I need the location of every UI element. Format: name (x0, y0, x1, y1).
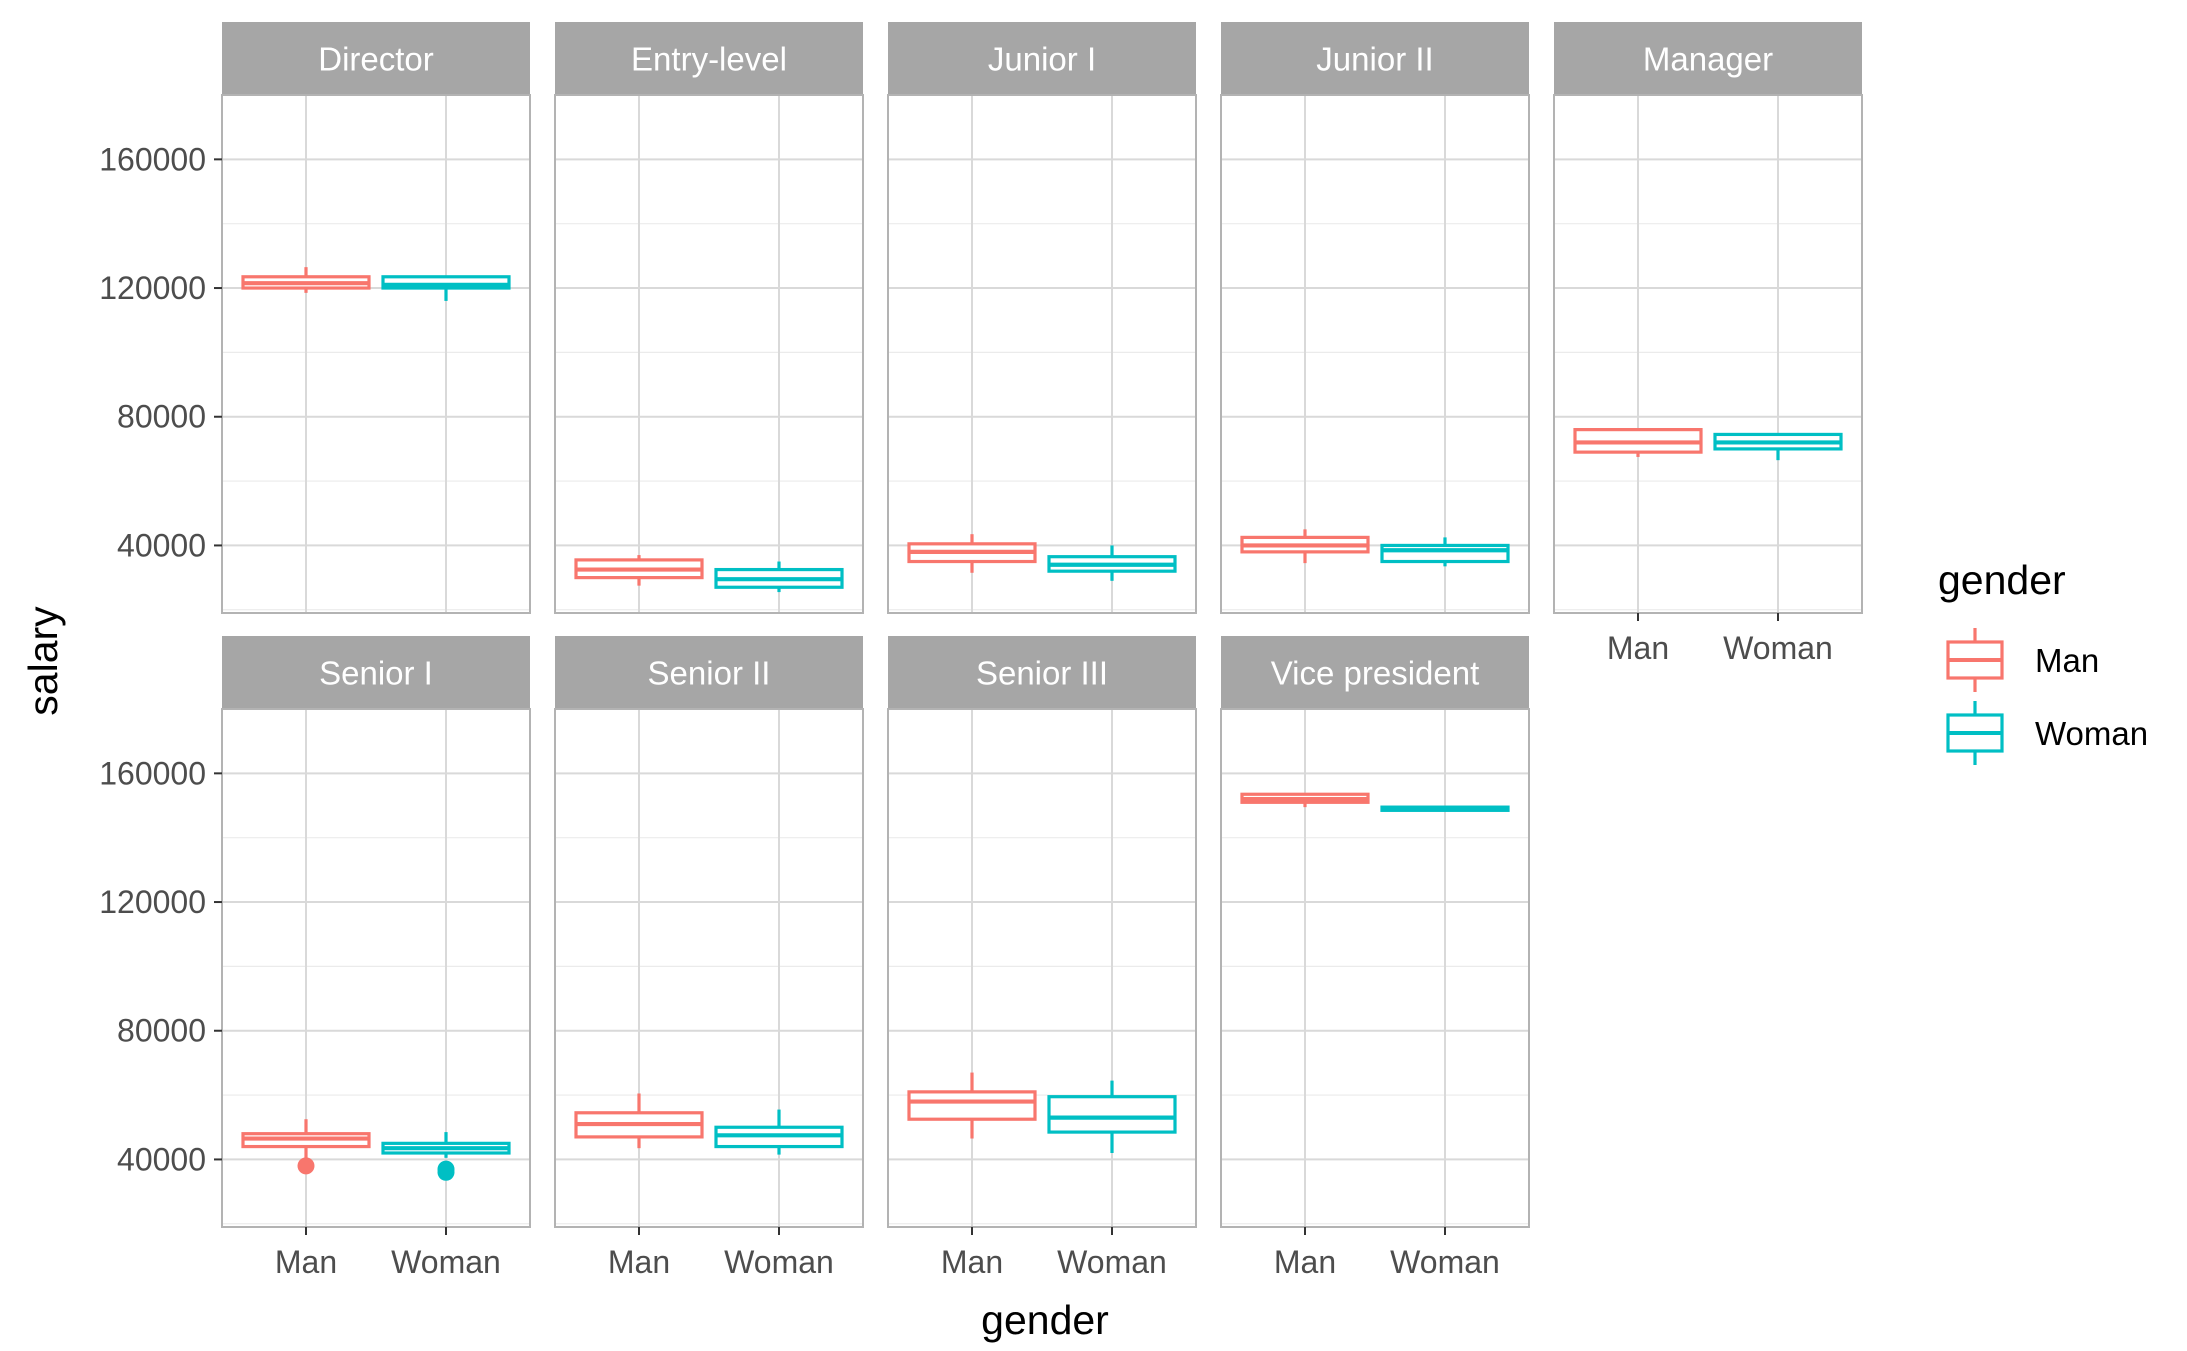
facet-strip (1221, 636, 1529, 709)
box-man (1240, 792, 1370, 808)
box-woman (1713, 432, 1843, 461)
x-tick-label: Man (941, 1244, 1003, 1280)
facet-strip-label: Vice president (1271, 655, 1480, 692)
y-tick-label: 120000 (99, 884, 206, 920)
panel-border (221, 94, 531, 614)
y-tick-label: 40000 (117, 1141, 206, 1177)
facet-strip (888, 636, 1196, 709)
facet-panel-senior-iii: Senior III Man Woman (887, 636, 1197, 1280)
facet-strip-label: Entry-level (631, 41, 787, 78)
facet-strip-label: Junior II (1316, 41, 1433, 78)
facet-strip (555, 636, 863, 709)
x-tick-label: Woman (1390, 1244, 1500, 1280)
box-woman (1380, 537, 1510, 567)
box-woman (381, 1132, 511, 1181)
panel-border (554, 94, 864, 614)
x-tick-label: Woman (391, 1244, 501, 1280)
box-woman (1380, 805, 1510, 812)
y-tick-label: 40000 (117, 527, 206, 563)
box-man (574, 1093, 704, 1149)
box-man (241, 267, 371, 293)
box-woman (714, 1109, 844, 1155)
facet-strip (1221, 22, 1529, 95)
y-tick-label: 160000 (99, 141, 206, 177)
box-woman (1047, 1080, 1177, 1153)
box-woman (381, 275, 511, 301)
facet-strip-label: Senior I (319, 655, 433, 692)
box-body (381, 275, 511, 290)
x-tick-label: Man (1607, 630, 1669, 666)
y-tick-label: 160000 (99, 755, 206, 791)
y-tick-label: 80000 (117, 399, 206, 435)
box-man (241, 1119, 371, 1175)
box-man (1240, 529, 1370, 564)
panel-border (221, 708, 531, 1228)
box-man (574, 555, 704, 586)
facet-strip-label: Senior III (976, 655, 1108, 692)
facet-panel-junior-i: Junior I (887, 22, 1197, 614)
x-tick-label: Man (275, 1244, 337, 1280)
facet-strip (1554, 22, 1862, 95)
facet-panel-vice-president: Vice president Man Woman (1220, 636, 1530, 1280)
y-tick-label: 80000 (117, 1013, 206, 1049)
facet-panel-senior-ii: Senior II Man Woman (554, 636, 864, 1280)
panel-border (1220, 94, 1530, 614)
facet-strip (888, 22, 1196, 95)
x-tick-label: Man (1274, 1244, 1336, 1280)
legend-title: gender (1938, 557, 2066, 603)
x-tick-label: Woman (1057, 1244, 1167, 1280)
box-woman (1047, 545, 1177, 581)
facet-strip-label: Senior II (648, 655, 771, 692)
legend: gender Man Woman (1938, 557, 2148, 765)
legend-label-man: Man (2035, 642, 2099, 679)
panel-background (1221, 95, 1529, 613)
facet-panel-junior-ii: Junior II (1220, 22, 1530, 614)
box-body (907, 1090, 1037, 1121)
panel-background (555, 95, 863, 613)
outlier-point (297, 1157, 315, 1175)
panel-border (1553, 94, 1863, 614)
facet-strip-label: Manager (1643, 41, 1773, 78)
box-woman (714, 561, 844, 593)
facet-strip (555, 22, 863, 95)
facet-panel-director: Director 40000 80000 120000 160000 (99, 22, 531, 614)
x-tick-label: Woman (1723, 630, 1833, 666)
box-man (907, 1072, 1037, 1139)
facet-strip-label: Junior I (988, 41, 1096, 78)
facet-panel-entry-level: Entry-level (554, 22, 864, 614)
panel-border (554, 708, 864, 1228)
legend-label-woman: Woman (2035, 715, 2148, 752)
panel-border (887, 94, 1197, 614)
y-axis-title: salary (20, 606, 66, 716)
facet-panel-manager: Manager Man Woman (1553, 22, 1863, 666)
panel-border (1220, 708, 1530, 1228)
panel-background (555, 709, 863, 1227)
panel-border (887, 708, 1197, 1228)
y-tick-label: 120000 (99, 270, 206, 306)
panel-background (1554, 95, 1862, 613)
panel-background (888, 95, 1196, 613)
facet-strip (222, 636, 530, 709)
facet-panel-senior-i: Senior I Man Woman 40000 80000 120000 160000 (99, 636, 531, 1280)
panel-background (1221, 709, 1529, 1227)
facet-strip-label: Director (318, 41, 434, 78)
panel-background (222, 95, 530, 613)
box-body (1047, 1095, 1177, 1134)
panel-background (888, 709, 1196, 1227)
box-man (1573, 428, 1703, 457)
x-tick-label: Woman (724, 1244, 834, 1280)
outlier-point (437, 1163, 455, 1181)
box-body (1380, 543, 1510, 564)
box-man (907, 534, 1037, 573)
x-axis-title: gender (981, 1297, 1109, 1343)
facet-strip (222, 22, 530, 95)
x-tick-label: Man (608, 1244, 670, 1280)
